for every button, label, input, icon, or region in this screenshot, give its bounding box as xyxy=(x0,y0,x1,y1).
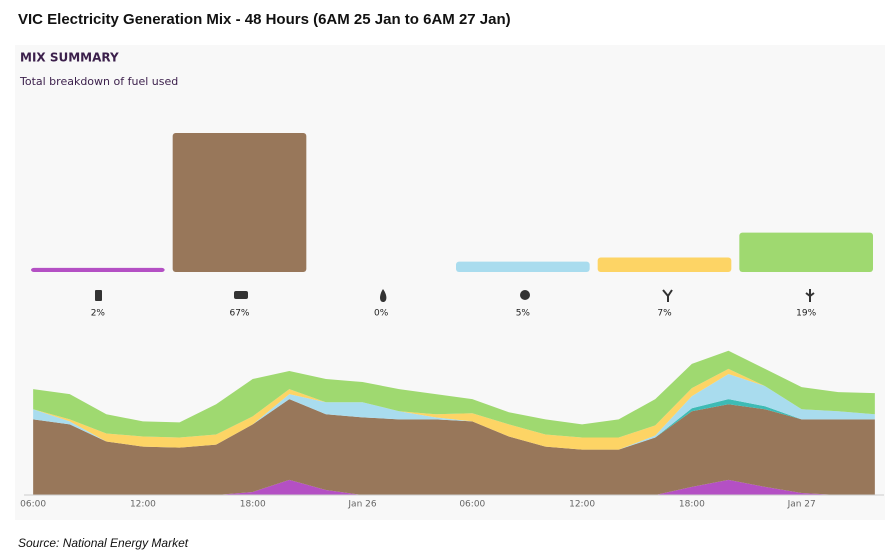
x-tick-label: Jan 27 xyxy=(787,500,816,510)
hydro-icon xyxy=(520,290,530,300)
x-tick-label: 12:00 xyxy=(130,500,156,510)
value-label: 0% xyxy=(374,309,389,319)
panel-title: MIX SUMMARY xyxy=(20,51,119,65)
solar-icon xyxy=(805,289,815,302)
battery-icon xyxy=(95,290,102,301)
x-tick-label: 12:00 xyxy=(569,500,595,510)
area xyxy=(33,399,875,495)
bar xyxy=(31,267,165,272)
panel-subtitle: Total breakdown of fuel used xyxy=(19,75,178,88)
x-tick-label: 06:00 xyxy=(20,500,46,510)
bar xyxy=(739,232,873,272)
bar xyxy=(172,133,307,272)
area xyxy=(33,368,875,450)
x-tick-label: Jan 26 xyxy=(347,500,376,510)
page-title: VIC Electricity Generation Mix - 48 Hour… xyxy=(18,11,511,28)
gas-icon xyxy=(380,289,387,302)
value-label: 67% xyxy=(229,309,249,319)
area xyxy=(33,479,875,495)
wind-icon xyxy=(662,289,673,302)
icons xyxy=(95,289,815,302)
bar xyxy=(597,257,732,272)
x-tick-label: 06:00 xyxy=(459,500,485,510)
x-tick-label: 18:00 xyxy=(679,500,705,510)
value-label: 5% xyxy=(516,309,531,319)
source: Source: National Energy Market xyxy=(18,536,189,550)
x-tick-label: 18:00 xyxy=(240,500,266,510)
coal-icon xyxy=(234,291,248,299)
value-label: 19% xyxy=(796,309,816,319)
area xyxy=(33,350,875,438)
value-label: 2% xyxy=(91,309,106,319)
value-label: 7% xyxy=(657,309,672,319)
bar xyxy=(456,261,590,272)
